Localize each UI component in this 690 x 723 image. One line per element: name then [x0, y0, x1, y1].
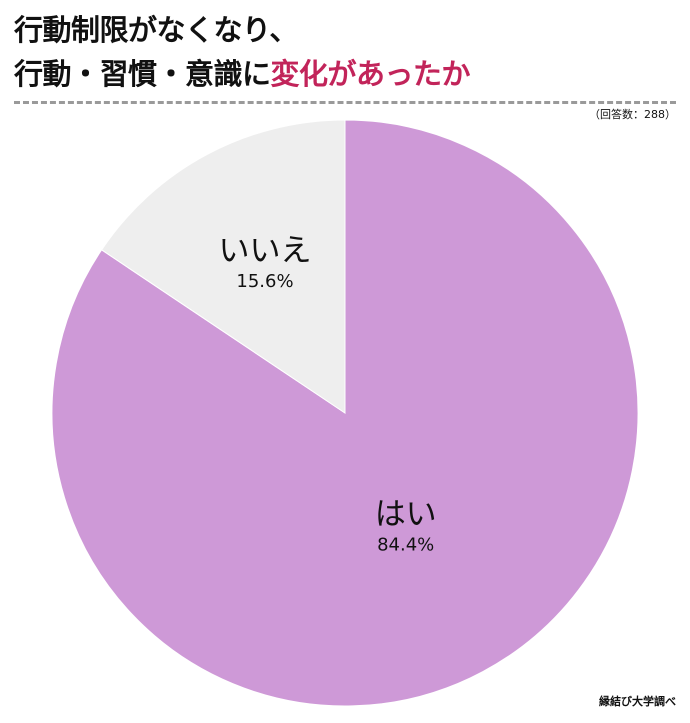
pie-label-no: いいえ: [219, 233, 312, 269]
chart-title-line2-accent: 変化があったか: [270, 57, 471, 91]
chart-title: 行動制限がなくなり、 行動・習慣・意識に変化があったか: [14, 8, 471, 96]
source-note: 縁結び大学調べ: [599, 695, 676, 708]
chart-title-line1: 行動制限がなくなり、: [14, 13, 298, 47]
respondent-count: （回答数：288）: [589, 108, 676, 121]
pie-slice-no: [100, 119, 346, 414]
pie-value-no: 15.6%: [236, 271, 293, 292]
chart-title-line2-prefix: 行動・習慣・意識に: [14, 57, 271, 91]
pie-value-yes: 84.4%: [377, 535, 434, 556]
pie-label-yes: はい: [375, 497, 437, 533]
pie-slice-yes: [51, 119, 639, 707]
title-divider: [14, 101, 676, 104]
